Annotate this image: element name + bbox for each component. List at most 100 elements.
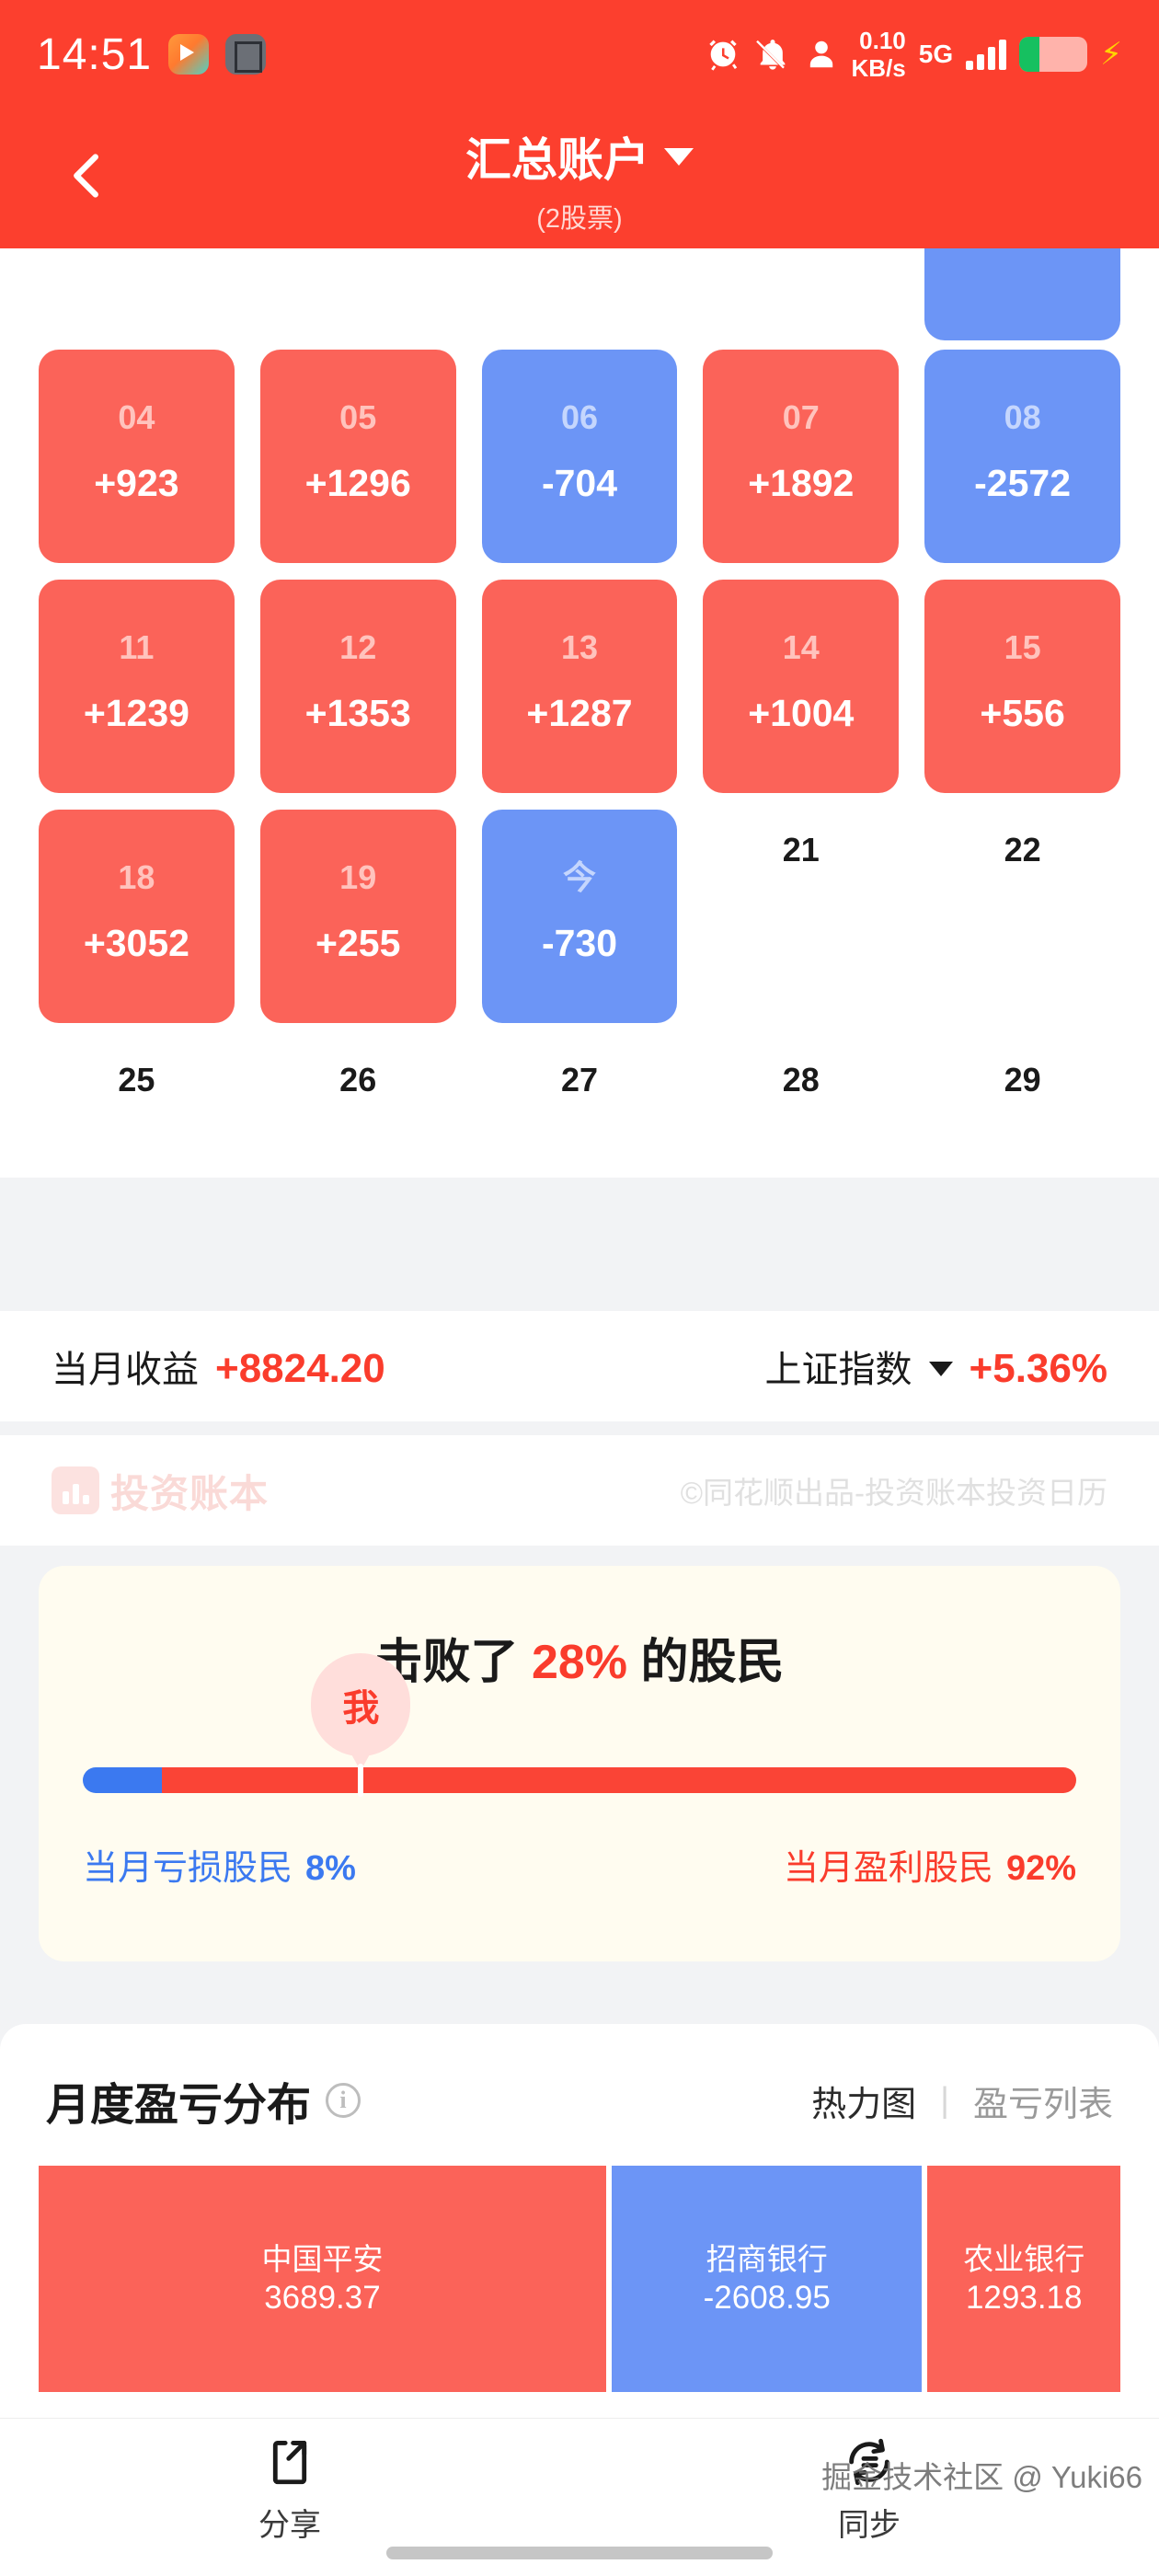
network-type: 5G [918, 40, 954, 68]
treemap-value: 3689.37 [264, 2279, 381, 2316]
calendar-cell[interactable]: 21 [703, 810, 899, 920]
calendar-day: 25 [118, 1061, 155, 1098]
calendar-day: 11 [119, 628, 155, 667]
calendar-cell[interactable]: 25 [39, 1040, 235, 1150]
calendar-day: 13 [560, 628, 599, 667]
calendar-cell[interactable]: 28 [703, 1040, 899, 1150]
calendar-row: 25 26 27 28 29 [39, 1040, 1120, 1178]
calendar-card: 04 +923 05 +1296 06 -704 07 +1892 08 - [0, 248, 1159, 1178]
treemap-cell[interactable]: 农业银行 1293.18 [927, 2166, 1120, 2392]
distribution-title: 月度盈亏分布 [46, 2081, 312, 2130]
network-speed: 0.10 KB/s [852, 27, 906, 82]
loss-segment [83, 1767, 163, 1793]
person-icon [809, 40, 832, 68]
my-position-marker: 我 [311, 1653, 411, 1756]
summary-row: 当月收益 +8824.20 上证指数 +5.36% [0, 1311, 1159, 1421]
month-profit: 当月收益 +8824.20 [52, 1340, 385, 1393]
calendar-cell[interactable]: 15 +556 [924, 580, 1120, 793]
beat-title: 击败了 28% 的股民 [39, 1623, 1120, 1692]
calendar-day: 19 [339, 858, 377, 897]
share-button[interactable]: 分享 [0, 2435, 580, 2545]
calendar-cell[interactable]: 18 +3052 [39, 810, 235, 1023]
marker-line [358, 1764, 364, 1797]
nav-title-block: 汇总账户 (2股票) [0, 123, 1159, 236]
calendar-day: 28 [782, 1061, 820, 1098]
calendar-cell[interactable]: 22 [924, 810, 1120, 920]
distribution-header: 月度盈亏分布 i 热力图 | 盈亏列表 [0, 2024, 1159, 2133]
treemap-name: 招商银行 [706, 2241, 828, 2276]
profit-legend: 当月盈利股民 92% [784, 1839, 1076, 1890]
network-speed-unit: KB/s [851, 54, 906, 82]
treemap: 中国平安 3689.37 招商银行 -2608.95 农业银行 1293.18 [39, 2166, 1120, 2392]
calendar-cell[interactable]: 19 +255 [259, 810, 456, 1023]
index-selector[interactable]: 上证指数 +5.36% [765, 1340, 1107, 1393]
calendar-cell[interactable]: 27 [482, 1040, 678, 1150]
calendar-cell[interactable]: 12 +1353 [259, 580, 456, 793]
share-icon [272, 2441, 307, 2485]
calendar-value: +1353 [304, 691, 411, 734]
status-time: 14:51 [37, 29, 153, 79]
calendar-cell[interactable]: 13 +1287 [481, 580, 678, 793]
calendar-cell[interactable]: 04 +923 [39, 350, 235, 563]
treemap-cell[interactable]: 中国平安 3689.37 [39, 2166, 606, 2392]
account-selector[interactable]: 汇总账户 [465, 123, 694, 190]
calendar-cell-partial[interactable] [924, 248, 1120, 340]
beat-percent: 28% [531, 1636, 628, 1689]
sync-label: 同步 [838, 2508, 901, 2543]
calendar-day: 27 [560, 1061, 599, 1098]
sync-button[interactable]: 同步 [580, 2435, 1159, 2545]
treemap-cell[interactable]: 招商银行 -2608.95 [611, 2166, 923, 2392]
watermark-credit: ©同花顺出品-投资账本投资日历 [680, 1476, 1107, 1510]
calendar-cell[interactable]: 06 -704 [481, 350, 678, 563]
distribution-card: 月度盈亏分布 i 热力图 | 盈亏列表 中国平安 3689.37 招商银行 -2… [0, 2024, 1159, 2429]
calendar-grid: 04 +923 05 +1296 06 -704 07 +1892 08 - [0, 248, 1159, 1178]
calendar-day: 22 [1004, 831, 1041, 868]
tab-profit-list[interactable]: 盈亏列表 [972, 2085, 1113, 2124]
profit-segment [162, 1767, 1076, 1793]
chevron-down-icon [664, 147, 694, 166]
watermark-row: 投资账本 ©同花顺出品-投资账本投资日历 [0, 1435, 1159, 1546]
back-chevron-icon[interactable] [55, 144, 120, 208]
loss-legend: 当月亏损股民 8% [83, 1839, 356, 1890]
network-speed-value: 0.10 [859, 27, 906, 54]
treemap-name: 农业银行 [963, 2241, 1085, 2276]
calendar-value: +1004 [748, 691, 855, 734]
calendar-day: 21 [782, 831, 820, 868]
calendar-cell[interactable]: 14 +1004 [703, 580, 900, 793]
calendar-value: +1239 [83, 691, 189, 734]
battery-icon [1019, 37, 1088, 72]
calendar-day: 06 [560, 398, 599, 437]
bottom-bar: 分享 同步 掘金技术社区 @ Yuki66 [0, 2418, 1159, 2576]
calendar-row: 18 +3052 19 +255 今 -730 21 22 [39, 810, 1120, 1040]
sync-icon [849, 2438, 889, 2486]
calendar-value: +1296 [304, 461, 411, 504]
calendar-cell[interactable]: 07 +1892 [703, 350, 900, 563]
calendar-cell[interactable]: 05 +1296 [259, 350, 456, 563]
calendar-value: -730 [541, 921, 618, 964]
loss-legend-value: 8% [305, 1849, 356, 1888]
calendar-day: 14 [782, 628, 820, 667]
nav-bar: 汇总账户 (2股票) [0, 109, 1159, 248]
calendar-value: +255 [316, 921, 401, 964]
lightning-bolt-icon: ⚡ [1100, 37, 1122, 72]
index-value: +5.36% [969, 1346, 1107, 1391]
profit-legend-value: 92% [1005, 1849, 1076, 1888]
calendar-cell[interactable]: 11 +1239 [39, 580, 235, 793]
calendar-day: 05 [339, 398, 377, 437]
treemap-value: 1293.18 [965, 2279, 1083, 2316]
home-indicator[interactable] [386, 2547, 773, 2559]
calendar-cell[interactable]: 26 [260, 1040, 456, 1150]
calendar-cell[interactable]: 29 [924, 1040, 1120, 1150]
treemap-name: 中国平安 [261, 2241, 384, 2276]
calendar-row: 11 +1239 12 +1353 13 +1287 14 +1004 15 [39, 580, 1120, 810]
calendar-day: 26 [339, 1061, 377, 1098]
calendar-cell-today[interactable]: 今 -730 [481, 810, 678, 1023]
month-profit-label: 当月收益 [52, 1350, 199, 1390]
status-bar: 14:51 0.10 KB/s [0, 0, 1159, 109]
profit-legend-label: 当月盈利股民 [783, 1849, 993, 1888]
tab-heatmap[interactable]: 热力图 [811, 2085, 917, 2124]
calendar-cell[interactable]: 08 -2572 [924, 350, 1120, 563]
info-icon[interactable]: i [326, 2083, 361, 2118]
brand-logo-text: 投资账本 [110, 1471, 270, 1515]
